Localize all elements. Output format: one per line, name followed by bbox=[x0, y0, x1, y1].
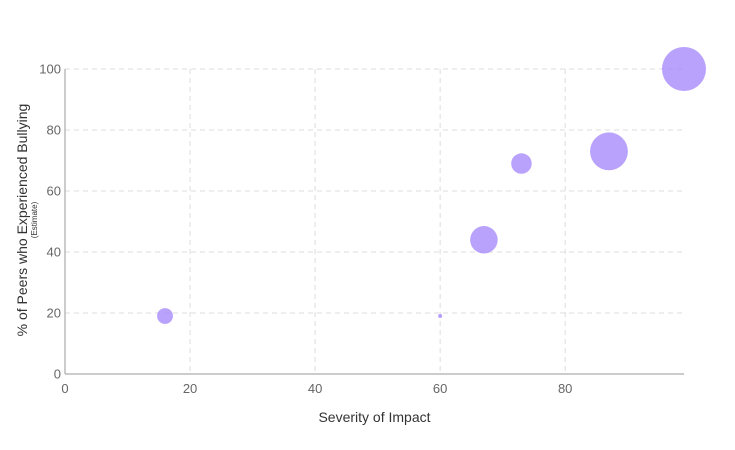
bubble-point[interactable] bbox=[470, 226, 498, 254]
y-axis-title: % of Peers who Experienced Bullying bbox=[14, 104, 30, 337]
y-tick-label: 20 bbox=[47, 306, 61, 321]
y-tick-label: 80 bbox=[47, 123, 61, 138]
bubble-point[interactable] bbox=[438, 313, 443, 319]
y-tick-labels: 0 20 40 60 80 100 bbox=[39, 62, 61, 382]
x-axis-title: Severity of Impact bbox=[318, 409, 430, 425]
x-tick-label: 80 bbox=[558, 381, 572, 396]
x-tick-label: 60 bbox=[433, 381, 447, 396]
bubbles bbox=[157, 47, 706, 324]
x-tick-labels: 0 20 40 60 80 bbox=[61, 381, 572, 396]
grid bbox=[65, 68, 684, 374]
y-tick-label: 40 bbox=[47, 245, 61, 260]
bubble-point[interactable] bbox=[662, 47, 706, 91]
y-axis-subtitle: (Estimate) bbox=[30, 201, 39, 238]
y-tick-label: 0 bbox=[54, 367, 61, 382]
x-tick-label: 0 bbox=[61, 381, 68, 396]
bubble-point[interactable] bbox=[157, 308, 173, 324]
y-tick-label: 60 bbox=[47, 184, 61, 199]
axes bbox=[64, 69, 684, 375]
x-tick-label: 40 bbox=[308, 381, 322, 396]
x-tick-label: 20 bbox=[183, 381, 197, 396]
bubble-point[interactable] bbox=[511, 153, 532, 174]
bubble-point[interactable] bbox=[590, 132, 628, 171]
y-tick-label: 100 bbox=[39, 62, 61, 77]
